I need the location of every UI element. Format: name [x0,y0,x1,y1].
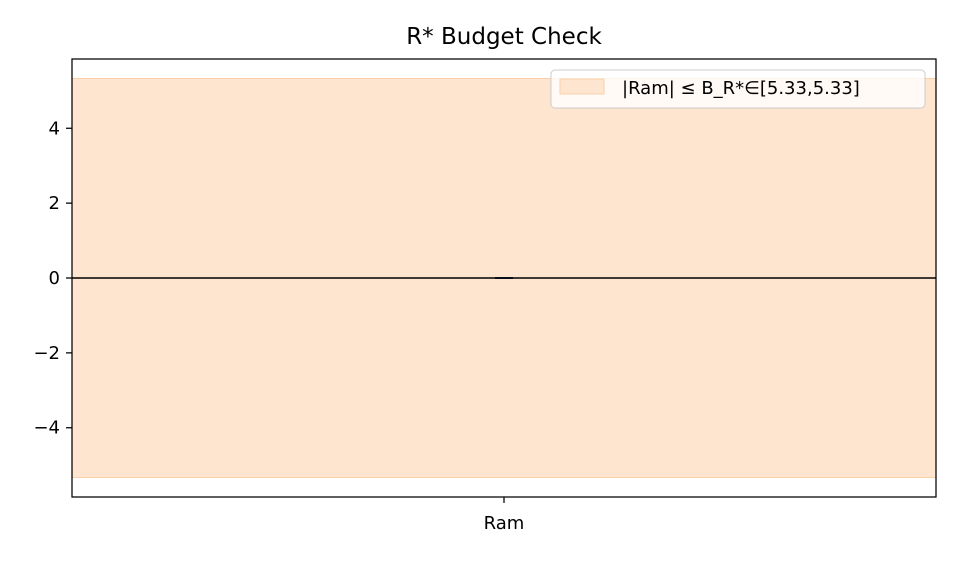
y-tick-label: 4 [49,118,60,139]
x-tick-label: Ram [484,513,525,534]
y-tick-label: 0 [49,268,60,289]
legend-swatch [559,78,605,95]
chart-title: R* Budget Check [406,24,602,50]
y-tick-label: −4 [33,418,60,439]
axes-layer: 4 2 0 −2 −4 Ram [33,58,937,534]
mark-layer [72,277,936,279]
legend: |Ram| ≤ B_R*∈[5.33,5.33] [550,69,926,109]
legend-label: |Ram| ≤ B_R*∈[5.33,5.33] [622,78,860,99]
y-tick-label: −2 [33,343,60,364]
legend-frame [550,69,926,109]
y-tick-label: 2 [49,193,60,214]
